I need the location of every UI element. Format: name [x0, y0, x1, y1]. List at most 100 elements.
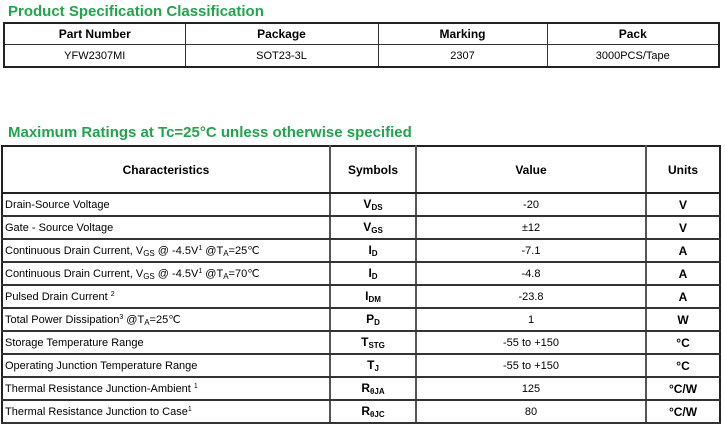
unit: V	[645, 192, 721, 217]
symbol-subscript: DS	[371, 203, 383, 212]
characteristic-text: Continuous Drain Current, V	[5, 244, 144, 257]
package: SOT23-3L	[184, 44, 379, 68]
characteristic: Operating Junction Temperature Range	[1, 353, 331, 378]
max-ratings-table: Characteristics Symbols Value Units Drai…	[1, 145, 721, 424]
value: 80	[415, 399, 647, 424]
value: -55 to +150	[415, 353, 647, 378]
symbol-subscript: D	[371, 249, 378, 258]
characteristic-text: =25℃	[149, 313, 181, 326]
symbol-subscript: J	[374, 364, 379, 373]
symbol-subscript: STG	[368, 341, 385, 350]
ratings-title: Maximum Ratings at Tc=25°C unless otherw…	[8, 124, 412, 141]
header-symbols: Symbols	[329, 145, 417, 194]
symbol-main: I	[368, 266, 372, 280]
unit: A	[645, 284, 721, 309]
characteristic: Drain-Source Voltage	[1, 192, 331, 217]
value: ±12	[415, 215, 647, 240]
header-pack: Pack	[546, 22, 720, 45]
characteristic-text: Thermal Resistance Junction-Ambient	[5, 382, 194, 395]
characteristic-text: 1	[193, 382, 198, 390]
symbol-main: I	[365, 289, 369, 303]
characteristic-text: Gate - Source Voltage	[5, 221, 114, 234]
characteristic-text: A	[144, 317, 150, 327]
characteristic: Gate - Source Voltage	[1, 215, 331, 240]
characteristic-text: @T	[123, 313, 145, 326]
characteristic-text: 3	[119, 313, 124, 321]
part-number: YFW2307MI	[3, 44, 186, 68]
characteristic-text: @T	[202, 244, 224, 257]
characteristic-text: Thermal Resistance Junction to Case	[5, 405, 188, 418]
characteristic-text: @ -4.5V	[154, 244, 199, 257]
table-row: Storage Temperature Range TSTG -55 to +150…	[1, 330, 721, 355]
value: -4.8	[415, 261, 647, 286]
characteristic-text: =70℃	[228, 267, 260, 280]
characteristic-text: A	[223, 248, 229, 258]
symbol-subscript: θJC	[370, 410, 385, 419]
symbol-main: V	[363, 197, 372, 211]
header-units: Units	[645, 145, 721, 194]
characteristic: Continuous Drain Current, VGS @ -4.5V1 @…	[1, 261, 331, 286]
unit: °C	[645, 330, 721, 355]
product-spec-table: Part Number Package Marking Pack YFW2307…	[3, 22, 720, 68]
table-row: Continuous Drain Current, VGS @ -4.5V1 @…	[1, 261, 721, 286]
table-header-row: Part Number Package Marking Pack	[3, 22, 720, 45]
table-row: Pulsed Drain Current 2 IDM -23.8 A	[1, 284, 721, 309]
characteristic-text: =25℃	[228, 244, 260, 257]
symbol-main: V	[363, 220, 372, 234]
characteristic: Pulsed Drain Current 2	[1, 284, 331, 309]
symbol: ID	[329, 261, 417, 286]
symbol: RθJC	[329, 399, 417, 424]
characteristic: Thermal Resistance Junction to Case1	[1, 399, 331, 424]
header-package: Package	[184, 22, 379, 45]
table-row: Operating Junction Temperature Range TJ -5…	[1, 353, 721, 378]
symbol-main: P	[366, 312, 375, 326]
symbol-main: T	[367, 358, 375, 372]
symbol-main: R	[361, 381, 371, 395]
symbol: VGS	[329, 215, 417, 240]
characteristic-text: Storage Temperature Range	[5, 336, 144, 349]
table-row: Thermal Resistance Junction-Ambient 1 RθJ…	[1, 376, 721, 401]
symbol: TJ	[329, 353, 417, 378]
table-row: Gate - Source Voltage VGS ±12 V	[1, 215, 721, 240]
characteristic-text: Continuous Drain Current, V	[5, 267, 144, 280]
pack: 3000PCS/Tape	[546, 44, 720, 68]
symbol-subscript: θJA	[370, 387, 385, 396]
characteristic-text: @T	[202, 267, 224, 280]
value: -55 to +150	[415, 330, 647, 355]
unit: °C	[645, 353, 721, 378]
table-row: Thermal Resistance Junction to Case1 RθJC…	[1, 399, 721, 424]
characteristic-text: GS	[143, 271, 155, 281]
characteristic: Total Power Dissipation3 @TA=25℃	[1, 307, 331, 332]
characteristic-text: Operating Junction Temperature Range	[5, 359, 198, 372]
characteristic: Thermal Resistance Junction-Ambient 1	[1, 376, 331, 401]
value: -20	[415, 192, 647, 217]
value: -7.1	[415, 238, 647, 263]
characteristic-text: 1	[187, 405, 192, 413]
symbol-main: R	[361, 404, 371, 418]
symbol-main: I	[368, 243, 372, 257]
characteristic-text: GS	[143, 248, 155, 258]
unit: W	[645, 307, 721, 332]
symbol: RθJA	[329, 376, 417, 401]
characteristic-text: Pulsed Drain Current	[5, 290, 111, 303]
table-row: Total Power Dissipation3 @TA=25℃ PD 1 W	[1, 307, 721, 332]
symbol: ID	[329, 238, 417, 263]
marking: 2307	[377, 44, 548, 68]
characteristic-text: 1	[198, 267, 203, 275]
unit: °C/W	[645, 376, 721, 401]
characteristic: Continuous Drain Current, VGS @ -4.5V1 @…	[1, 238, 331, 263]
unit: V	[645, 215, 721, 240]
value: -23.8	[415, 284, 647, 309]
table-row: Continuous Drain Current, VGS @ -4.5V1 @…	[1, 238, 721, 263]
header-value: Value	[415, 145, 647, 194]
unit: A	[645, 261, 721, 286]
value: 125	[415, 376, 647, 401]
symbol: TSTG	[329, 330, 417, 355]
characteristic-text: @ -4.5V	[154, 267, 199, 280]
symbol: PD	[329, 307, 417, 332]
symbol: VDS	[329, 192, 417, 217]
spec-title: Product Specification Classification	[8, 3, 264, 20]
header-marking: Marking	[377, 22, 548, 45]
symbol-subscript: DM	[368, 295, 381, 304]
characteristic: Storage Temperature Range	[1, 330, 331, 355]
